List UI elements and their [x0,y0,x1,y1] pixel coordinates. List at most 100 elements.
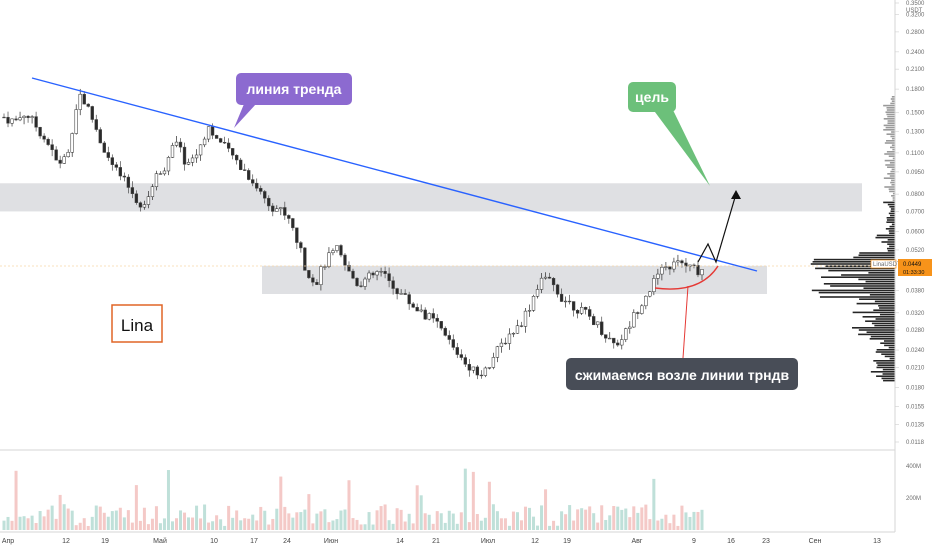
trend-callout-label: линия тренда [247,81,342,97]
price-tick-label: 0.3200 [906,13,925,19]
candle-body [134,193,139,203]
candle-body [106,152,110,158]
candle-body [543,276,548,279]
candle-body [511,332,516,335]
profile-bar [892,199,895,201]
profile-bar [859,298,895,300]
squeeze-arc [654,265,719,290]
volume-bar [668,523,672,530]
profile-bar [891,184,895,186]
price-tick-label: 0.0520 [906,248,925,254]
profile-bar [858,333,895,336]
volume-bar [363,524,367,530]
candle-body [467,364,471,371]
time-tick-label: 17 [250,538,258,545]
candle-body [166,157,171,172]
volume-bar [66,508,70,530]
candle-body [531,295,536,311]
candle-body [66,152,70,158]
time-tick-label: Июн [324,538,338,545]
profile-bar [886,113,895,116]
volume-bar [98,506,102,530]
candle-body [154,173,159,187]
profile-bar [883,118,895,120]
profile-bar [875,236,895,239]
candle-body [339,245,343,256]
volume-bar [183,512,187,530]
profile-bar [890,210,895,212]
volume-bar [38,511,42,530]
candle-body [359,285,363,287]
candle-body [451,339,455,348]
volume-bar [62,504,66,530]
profile-bar [870,371,895,373]
time-tick-label: 24 [283,538,291,545]
candle-body [475,366,480,376]
volume-bar [247,518,251,530]
profile-bar [884,186,895,188]
candle-body [495,346,500,358]
volume-bar [407,513,411,530]
candle-body [311,277,315,283]
time-tick-label: Июл [481,538,495,545]
candle-body [664,266,668,268]
candle-body [231,148,235,156]
profile-bar [811,289,895,292]
trend-line[interactable] [31,77,758,272]
candle-body [299,242,303,249]
candle-body [102,142,106,153]
volume-bar [267,524,271,530]
candle-body [114,164,118,168]
volume-bar [54,518,58,530]
volume-bar [42,516,46,530]
volume-bar [231,517,235,530]
volume-bar [243,518,247,530]
volume-bar [18,516,22,530]
profile-bar [887,166,895,168]
volume-bar [311,523,315,530]
volume-bar [620,509,624,530]
candle-body [247,170,251,180]
profile-bar [891,179,895,182]
candle-body [239,159,243,170]
volume-bar [319,511,323,530]
volume-bar [179,510,183,530]
candle-body [652,278,656,292]
profile-bar [885,164,895,166]
volume-bar [203,504,207,530]
volume-bar [259,506,263,530]
candle-body [50,144,54,151]
profile-bar [863,287,895,289]
volume-bar [664,514,668,530]
volume-bar [672,514,676,530]
profile-bar [891,168,895,171]
price-tick-label: 0.2100 [906,67,925,73]
candle-body [600,321,604,335]
candle-body [399,293,403,295]
profile-bar [819,296,895,298]
volume-bar [636,512,640,530]
volume-bar [295,512,299,530]
profile-bar [879,313,895,316]
profile-bar [853,256,895,259]
volume-bar [532,516,536,530]
currency-label: USDT [906,8,923,14]
candle-body [162,170,167,175]
profile-bar [873,360,895,362]
volume-bar [211,521,215,530]
volume-bar [544,489,548,530]
candle-body [303,247,307,271]
volume-bar [523,506,527,530]
candle-body [18,117,22,121]
candle-body [616,342,620,346]
profile-bar [888,346,895,349]
candle-body [555,284,560,295]
profile-bar [818,291,895,294]
candle-body [499,342,504,347]
price-tick-label: 0.0280 [906,328,925,334]
volume-bar [351,518,355,530]
candle-body [86,103,90,107]
volume-bar [323,509,327,530]
price-tick-label: 0.0240 [906,348,925,354]
